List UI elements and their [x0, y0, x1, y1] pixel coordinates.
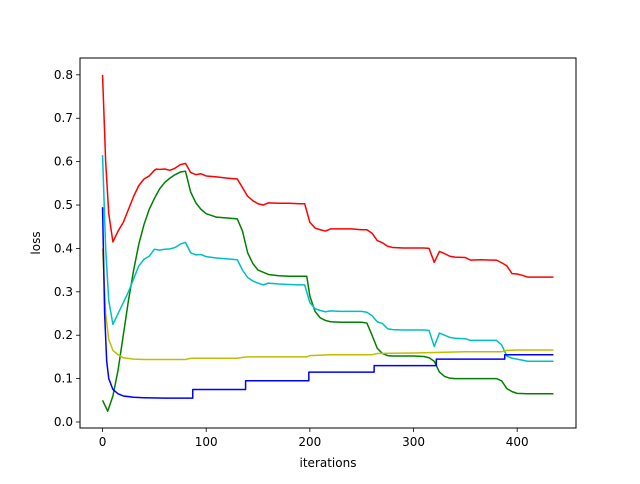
series-line-2	[101, 170, 554, 412]
y-tick-label: 0.6	[54, 155, 73, 169]
y-tick-label: 0.0	[54, 415, 73, 429]
x-tick-label: 400	[506, 435, 529, 449]
plot-lines	[101, 74, 554, 412]
axes-frame	[79, 57, 577, 429]
x-axis-ticks: 0 100 200 300 400	[99, 428, 529, 449]
y-tick-label: 0.2	[54, 328, 73, 342]
y-tick-label: 0.3	[54, 285, 73, 299]
x-tick-label: 300	[402, 435, 425, 449]
y-tick-label: 0.4	[54, 241, 73, 255]
y-axis-label: loss	[29, 231, 43, 254]
x-tick-label: 0	[99, 435, 107, 449]
x-tick-label: 100	[195, 435, 218, 449]
y-tick-label: 0.5	[54, 198, 73, 212]
series-line-4	[101, 248, 554, 361]
x-axis-label: iterations	[300, 456, 357, 470]
series-line-1	[101, 74, 554, 278]
y-tick-label: 0.7	[54, 111, 73, 125]
y-axis-ticks: 0.0 0.1 0.2 0.3 0.4 0.5 0.6 0.7 0.8	[54, 68, 80, 429]
series-line-5	[101, 207, 554, 399]
x-tick-label: 200	[298, 435, 321, 449]
y-tick-label: 0.8	[54, 68, 73, 82]
y-tick-label: 0.1	[54, 372, 73, 386]
series-line-3	[101, 155, 554, 363]
